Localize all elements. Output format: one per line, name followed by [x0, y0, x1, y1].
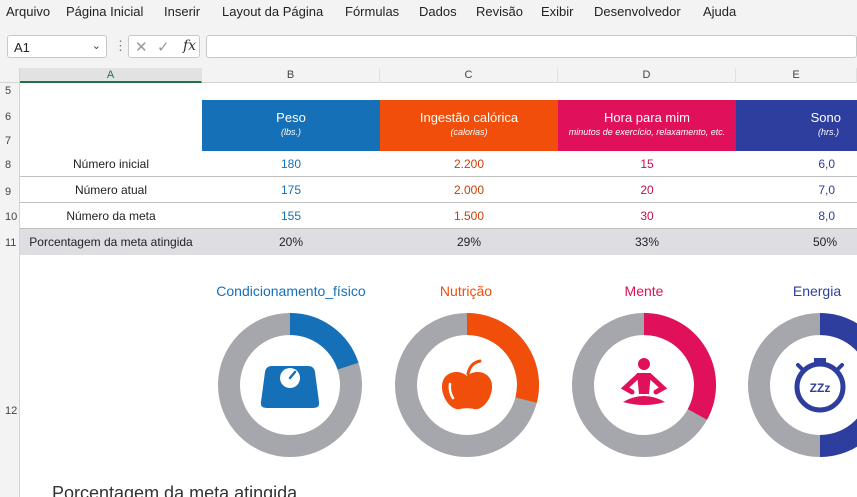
cell-sleep-percent[interactable]: 50%	[812, 235, 837, 249]
row-label-goal[interactable]: Número da meta	[66, 209, 156, 223]
formula-bar: A1 ⌄ ⋮ ✕ ✓ fx	[0, 26, 857, 68]
donut-progress-arc	[289, 313, 359, 371]
donut-title-mind: Mente	[624, 283, 664, 299]
donut-fitness[interactable]	[217, 312, 363, 458]
menu-dados[interactable]: Dados	[419, 4, 457, 19]
sleep-icon-text: ZZz	[810, 381, 831, 395]
scale-icon	[260, 366, 320, 408]
cell-sleep-goal[interactable]: 8,0	[818, 209, 835, 223]
header-sleep[interactable]: Sono (hrs.)	[736, 100, 857, 151]
column-header-c[interactable]: C	[380, 68, 558, 83]
formula-input[interactable]	[206, 35, 857, 58]
menu-inserir[interactable]: Inserir	[164, 4, 201, 19]
donut-energy[interactable]: ZZz	[747, 312, 857, 458]
row-headers: 5 6 7 8 9 10 11 12	[0, 83, 20, 497]
header-weight[interactable]: Peso (lbs.)	[202, 100, 380, 151]
donut-progress-arc	[643, 313, 716, 420]
cancel-icon[interactable]: ✕	[135, 39, 148, 56]
cell-weight-current[interactable]: 175	[280, 183, 302, 197]
table-row-goal: Número da meta 155 1.500 30 8,0	[20, 203, 857, 229]
menu-desenvolvedor[interactable]: Desenvolvedor	[594, 4, 681, 19]
header-me-time[interactable]: Hora para mim minutos de exercício, rela…	[558, 100, 736, 151]
header-weight-title: Peso	[276, 110, 306, 125]
cell-calories-current[interactable]: 2.000	[453, 183, 485, 197]
row-label-percent[interactable]: Porcentagem da meta atingida	[29, 235, 193, 249]
menu-arquivo[interactable]: Arquivo	[6, 4, 51, 19]
donut-title-energy: Energia	[792, 283, 842, 299]
header-weight-unit: (lbs.)	[281, 127, 301, 137]
row-header-6[interactable]: 6	[5, 111, 12, 123]
name-box-value: A1	[14, 40, 30, 55]
name-box[interactable]: A1 ⌄	[7, 35, 107, 58]
cell-calories-goal[interactable]: 1.500	[453, 209, 485, 223]
header-calories[interactable]: Ingestão calórica (calorias)	[380, 100, 558, 151]
confirm-icon[interactable]: ✓	[157, 39, 170, 56]
donut-progress-arc	[819, 313, 857, 457]
apple-icon	[441, 359, 493, 410]
column-header-b[interactable]: B	[202, 68, 380, 83]
formula-buttons: ✕ ✓ fx	[128, 35, 200, 58]
header-sleep-title: Sono	[810, 110, 841, 125]
row-label-current[interactable]: Número atual	[74, 183, 148, 197]
table-row-percent: Porcentagem da meta atingida 20% 29% 33%…	[20, 229, 857, 255]
cell-sleep-current[interactable]: 7,0	[818, 183, 835, 197]
menu-layout-da-pagina[interactable]: Layout da Página	[222, 4, 324, 19]
meditation-icon	[620, 358, 668, 405]
table-row-start: Número inicial 180 2.200 15 6,0	[20, 151, 857, 177]
header-sleep-unit: (hrs.)	[818, 127, 839, 137]
menu-bar: Arquivo Página Inicial Inserir Layout da…	[0, 0, 857, 26]
row-header-11[interactable]: 11	[5, 237, 17, 249]
cell-weight-start[interactable]: 180	[280, 157, 302, 171]
column-header-e[interactable]: E	[736, 68, 857, 83]
row-label-start[interactable]: Número inicial	[72, 157, 150, 171]
cell-calories-percent[interactable]: 29%	[456, 235, 482, 249]
cell-weight-percent[interactable]: 20%	[278, 235, 304, 249]
row-header-10[interactable]: 10	[5, 211, 18, 223]
row-header-9[interactable]: 9	[5, 186, 12, 198]
cell-me-time-current[interactable]: 20	[640, 183, 654, 197]
column-header-a[interactable]: A	[20, 68, 202, 83]
cell-weight-goal[interactable]: 155	[280, 209, 302, 223]
cell-calories-start[interactable]: 2.200	[453, 157, 485, 171]
more-options-icon[interactable]: ⋮	[114, 38, 127, 53]
bottom-section-title: Porcentagem da meta atingida	[52, 483, 298, 497]
column-header-d[interactable]: D	[558, 68, 736, 83]
table-row-current: Número atual 175 2.000 20 7,0	[20, 177, 857, 203]
row-header-12[interactable]: 12	[5, 405, 18, 417]
menu-exibir[interactable]: Exibir	[541, 4, 574, 19]
select-all-corner[interactable]	[0, 68, 20, 83]
menu-pagina-inicial[interactable]: Página Inicial	[66, 4, 144, 19]
header-me-time-title: Hora para mim	[604, 110, 690, 125]
donut-mind[interactable]	[571, 312, 717, 458]
donut-title-nutrition: Nutrição	[439, 283, 493, 299]
cell-me-time-percent[interactable]: 33%	[634, 235, 660, 249]
menu-ajuda[interactable]: Ajuda	[703, 4, 737, 19]
alarm-clock-icon: ZZz	[794, 358, 846, 413]
menu-revisao[interactable]: Revisão	[476, 4, 523, 19]
cell-me-time-start[interactable]: 15	[640, 157, 654, 171]
header-calories-unit: (calorias)	[450, 127, 488, 137]
header-calories-title: Ingestão calórica	[419, 110, 519, 125]
column-headers: A B C D E	[20, 68, 857, 83]
menu-formulas[interactable]: Fórmulas	[345, 4, 400, 19]
donut-nutrition[interactable]	[394, 312, 540, 458]
header-me-time-unit: minutos de exercício, relaxamento, etc.	[568, 127, 726, 137]
row-header-7[interactable]: 7	[5, 135, 12, 147]
insert-function-button[interactable]: fx	[183, 38, 197, 54]
donut-progress-arc	[466, 313, 539, 403]
cell-sleep-start[interactable]: 6,0	[818, 157, 835, 171]
row-header-8[interactable]: 8	[5, 159, 12, 171]
donut-title-fitness: Condicionamento_físico	[216, 283, 366, 299]
cell-me-time-goal[interactable]: 30	[640, 209, 654, 223]
chevron-down-icon[interactable]: ⌄	[91, 40, 101, 52]
row-header-5[interactable]: 5	[5, 85, 12, 97]
